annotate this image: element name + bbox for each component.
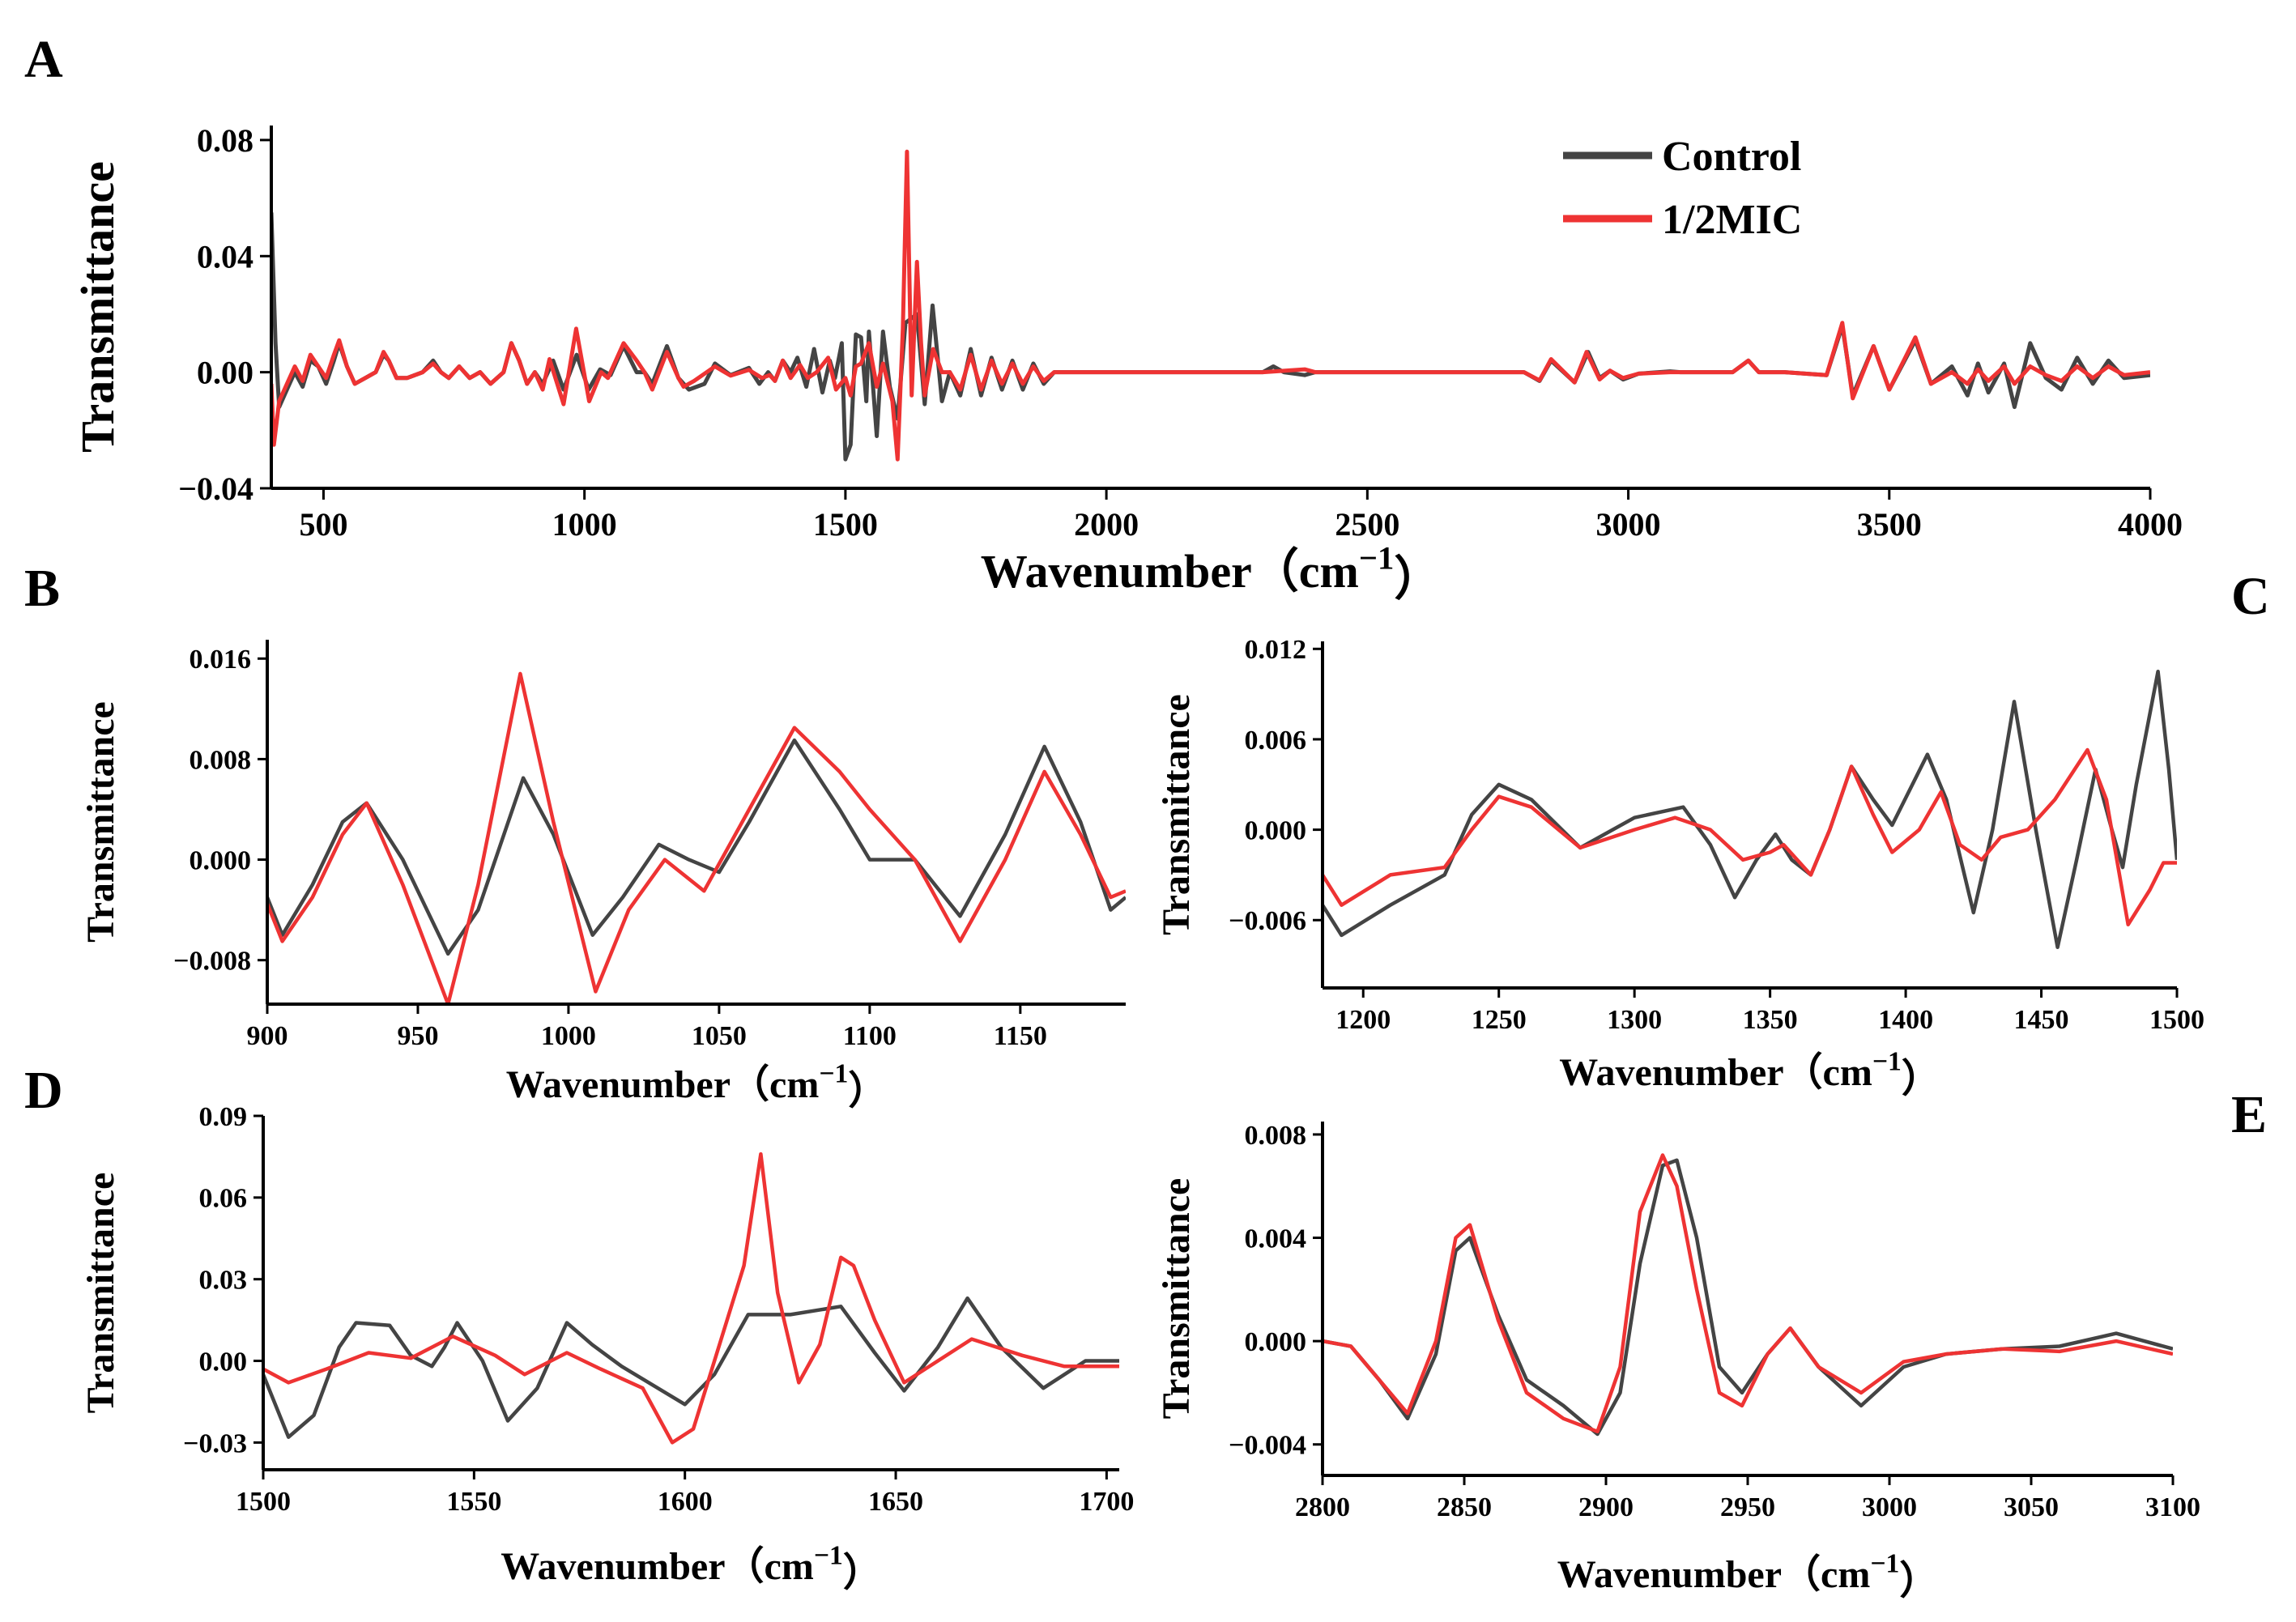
y-tick-label-a: 0.04 bbox=[197, 238, 253, 275]
series-line-mic-d bbox=[263, 1152, 1119, 1445]
y-axis-title-a: Transmittance bbox=[71, 161, 124, 453]
x-tick-label-a: 3500 bbox=[1857, 506, 1922, 543]
series-line-mic-e bbox=[1323, 1153, 2173, 1434]
y-axis-title-d: Transmittance bbox=[79, 1173, 122, 1414]
legend-label-control: Control bbox=[1662, 134, 1801, 180]
panel-label-c: C bbox=[2231, 567, 2270, 626]
x-tick-label-e: 3000 bbox=[1862, 1492, 1917, 1522]
x-tick-label-a: 2500 bbox=[1335, 506, 1399, 543]
series-line-control-e bbox=[1323, 1158, 2173, 1437]
y-tick-label-e: 0.004 bbox=[1245, 1224, 1307, 1254]
y-tick-label-c: 0.012 bbox=[1245, 635, 1307, 665]
series-line-mic-c bbox=[1323, 747, 2177, 927]
x-tick-label-a: 2000 bbox=[1074, 506, 1139, 543]
y-tick-label-d: −0.03 bbox=[183, 1428, 247, 1458]
x-tick-label-b: 1150 bbox=[994, 1021, 1047, 1051]
x-tick-label-c: 1300 bbox=[1607, 1005, 1662, 1035]
series-line-control-d bbox=[263, 1296, 1119, 1439]
x-tick-label-e: 3100 bbox=[2145, 1492, 2200, 1522]
x-tick-label-e: 2800 bbox=[1295, 1492, 1350, 1522]
panel-label-b: B bbox=[24, 559, 60, 618]
x-tick-label-b: 1050 bbox=[692, 1021, 747, 1051]
panel-c-chart: 1200 1250 1300 1350 1400 1450 1500 −0.006 0.000 0… bbox=[1155, 635, 2204, 1100]
x-axis-title-a: Wavenumber（cm−1） bbox=[981, 540, 1442, 606]
y-tick-label-c: 0.006 bbox=[1245, 726, 1307, 756]
x-tick-label-b: 1100 bbox=[843, 1021, 897, 1051]
x-tick-label-c: 1200 bbox=[1335, 1005, 1391, 1035]
y-tick-label-b: 0.016 bbox=[190, 645, 252, 675]
y-tick-label-d: 0.09 bbox=[199, 1102, 248, 1132]
panel-label-d: D bbox=[24, 1061, 63, 1120]
y-tick-label-e: −0.004 bbox=[1229, 1431, 1306, 1461]
x-tick-label-d: 1550 bbox=[446, 1487, 501, 1517]
x-tick-label-a: 1500 bbox=[813, 506, 878, 543]
x-tick-label-d: 1500 bbox=[236, 1487, 291, 1517]
y-axis-title-b: Transmittance bbox=[79, 701, 122, 943]
panel-label-e: E bbox=[2231, 1085, 2267, 1144]
panel-e-chart: 2800 2850 2900 2950 3000 3050 3100 −0.004 0.000 0… bbox=[1155, 1121, 2200, 1603]
series-line-control-a bbox=[271, 212, 2150, 462]
y-tick-label-d: 0.06 bbox=[199, 1184, 248, 1214]
y-tick-label-a: 0.08 bbox=[197, 122, 253, 159]
panel-a-chart: 500 1000 1500 2000 2500 3000 3500 4000 −0.04 0.00… bbox=[71, 122, 2183, 606]
legend: Control 1/2MIC bbox=[1563, 134, 1802, 243]
y-tick-label-e: 0.008 bbox=[1245, 1121, 1307, 1151]
x-tick-label-a: 1000 bbox=[552, 506, 617, 543]
x-tick-label-e: 2950 bbox=[1720, 1492, 1775, 1522]
y-tick-label-a: 0.00 bbox=[197, 355, 253, 391]
x-tick-label-a: 4000 bbox=[2118, 506, 2183, 543]
x-axis-title-d: Wavenumber（cm−1） bbox=[501, 1541, 882, 1594]
x-tick-label-b: 950 bbox=[397, 1021, 438, 1051]
series-line-mic-a bbox=[271, 149, 2150, 462]
y-tick-label-c: 0.000 bbox=[1245, 816, 1307, 846]
x-tick-label-c: 1450 bbox=[2014, 1005, 2069, 1035]
x-tick-label-b: 900 bbox=[247, 1021, 288, 1051]
y-tick-label-d: 0.00 bbox=[199, 1347, 248, 1377]
x-tick-label-d: 1600 bbox=[658, 1487, 713, 1517]
x-axis-title-c: Wavenumber（cm−1） bbox=[1559, 1047, 1940, 1100]
y-tick-label-e: 0.000 bbox=[1245, 1327, 1307, 1357]
x-tick-label-c: 1350 bbox=[1743, 1005, 1798, 1035]
legend-label-mic: 1/2MIC bbox=[1662, 197, 1802, 243]
x-tick-label-a: 500 bbox=[299, 506, 347, 543]
y-axis-title-c: Transmittance bbox=[1155, 694, 1198, 935]
y-tick-label-b: 0.008 bbox=[190, 745, 252, 775]
x-tick-label-c: 1250 bbox=[1472, 1005, 1527, 1035]
x-tick-label-c: 1400 bbox=[1878, 1005, 1933, 1035]
x-axis-title-b: Wavenumber（cm−1） bbox=[506, 1059, 888, 1113]
x-tick-label-c: 1500 bbox=[2149, 1005, 2204, 1035]
series-line-mic-b bbox=[267, 671, 1126, 1004]
series-line-control-b bbox=[267, 738, 1126, 956]
x-tick-label-d: 1700 bbox=[1079, 1487, 1134, 1517]
panel-d-chart: 1500 1550 1600 1650 1700 −0.03 0.00 0.03 0.06 0.0… bbox=[79, 1102, 1134, 1594]
y-tick-label-a: −0.04 bbox=[178, 470, 253, 507]
y-tick-label-b: 0.000 bbox=[190, 845, 252, 875]
y-tick-label-b: −0.008 bbox=[173, 947, 251, 977]
x-tick-label-e: 2850 bbox=[1437, 1492, 1492, 1522]
x-tick-label-b: 1000 bbox=[541, 1021, 596, 1051]
series-line-control-c bbox=[1323, 669, 2177, 950]
x-tick-label-e: 2900 bbox=[1578, 1492, 1634, 1522]
x-tick-label-e: 3050 bbox=[2004, 1492, 2059, 1522]
panel-label-a: A bbox=[24, 30, 63, 89]
y-axis-title-e: Transmittance bbox=[1155, 1178, 1198, 1420]
x-axis-title-e: Wavenumber（cm−1） bbox=[1557, 1549, 1939, 1603]
panel-b-chart: 900 950 1000 1050 1100 1150 −0.008 0.000 0.008 0.… bbox=[79, 640, 1126, 1113]
x-tick-label-d: 1650 bbox=[868, 1487, 923, 1517]
y-tick-label-d: 0.03 bbox=[199, 1266, 248, 1296]
y-tick-label-c: −0.006 bbox=[1229, 906, 1306, 936]
x-tick-label-a: 3000 bbox=[1596, 506, 1661, 543]
